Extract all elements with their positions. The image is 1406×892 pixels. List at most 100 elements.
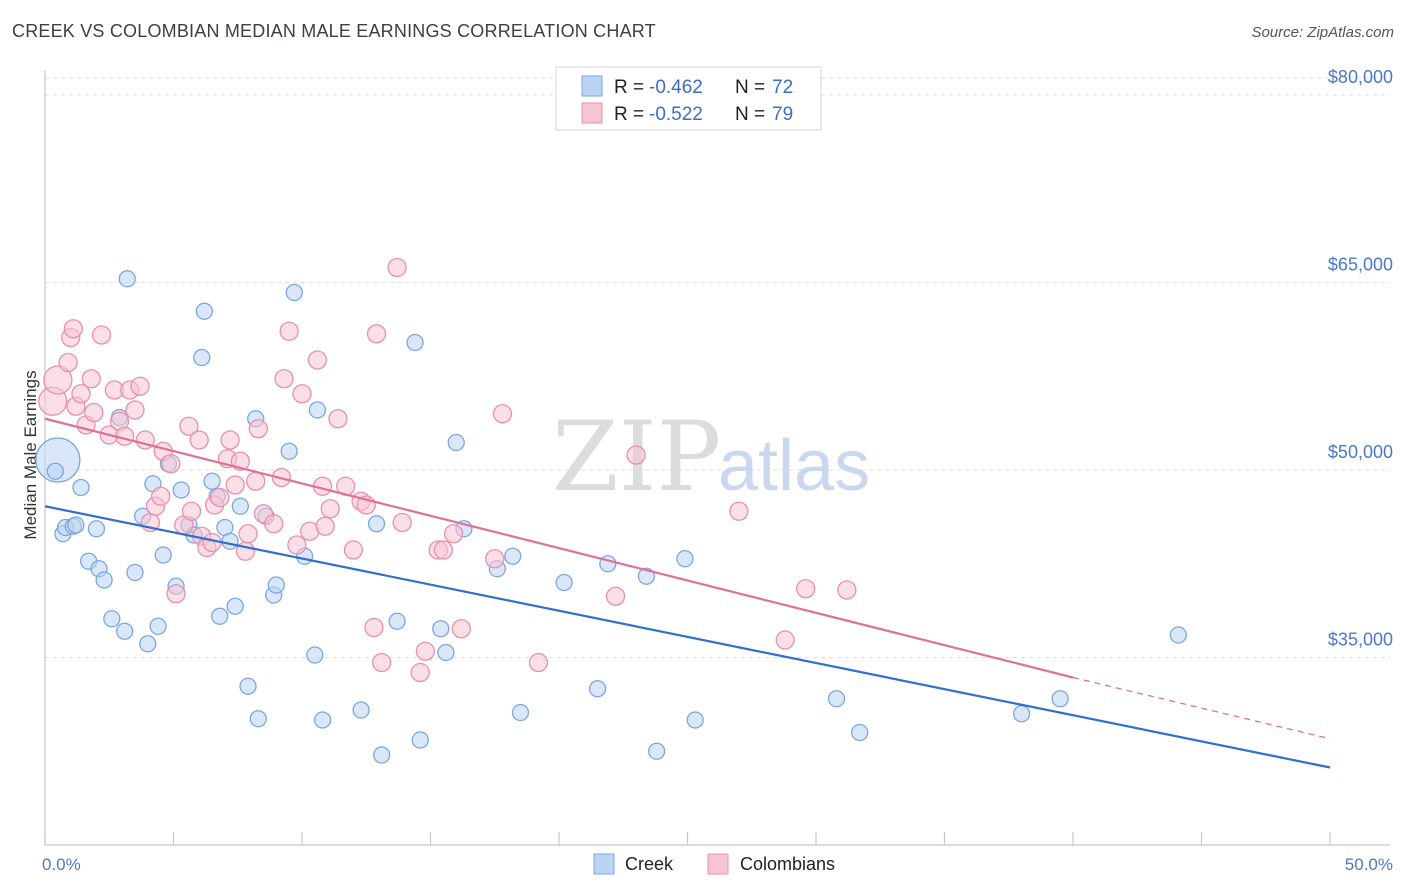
creek-point-19	[149, 617, 167, 635]
colombians-point-59	[364, 617, 384, 638]
creek-point-6	[72, 478, 90, 497]
colombians-point-63	[392, 512, 412, 533]
x-ticks	[44, 832, 1331, 845]
creek-point-52	[411, 731, 429, 749]
creek-point-66	[686, 711, 704, 729]
bottom-legend-colombians: Colombians	[740, 854, 835, 874]
colombians-point-56	[343, 540, 364, 560]
y-tick-label-65000: $65,000	[1328, 255, 1393, 275]
colombians-point-4	[63, 319, 83, 339]
legend-n-label-1: N =	[735, 77, 765, 98]
colombians-point-28	[189, 430, 209, 450]
creek-point-54	[437, 643, 455, 662]
creek-point-51	[406, 333, 424, 352]
colombians-point-69	[451, 619, 471, 639]
colombians-point-24	[166, 584, 186, 604]
creek-point-50	[388, 612, 406, 630]
colombians-regression-extension	[1072, 676, 1331, 740]
colombians-point-54	[328, 409, 348, 429]
creek-point-53	[432, 620, 450, 638]
creek-point-32	[221, 532, 239, 550]
creek-point-60	[555, 573, 573, 592]
colombians-point-26	[179, 416, 199, 436]
creek-point-44	[306, 646, 324, 664]
creek-point-10	[95, 571, 113, 589]
creek-point-34	[231, 497, 249, 515]
legend-n-value-1: 72	[772, 77, 793, 98]
creek-point-48	[367, 515, 386, 533]
colombians-point-68	[443, 524, 464, 544]
bottom-legend: Creek Colombians	[593, 853, 835, 875]
creek-point-8	[87, 520, 106, 538]
colombians-point-74	[626, 445, 646, 465]
regression-lines	[44, 417, 1331, 769]
legend-n-value-2: 79	[772, 104, 793, 125]
y-tick-label-35000: $35,000	[1328, 630, 1393, 650]
legend-r-value-1: -0.462	[649, 77, 703, 98]
colombians-point-21	[150, 486, 171, 506]
colombians-point-76	[775, 630, 795, 650]
legend-swatch-creek	[581, 75, 603, 97]
legend-n-label-2: N =	[735, 104, 765, 125]
creek-point-23	[172, 481, 190, 499]
creek-point-69	[1012, 705, 1031, 723]
colombians-point-17	[130, 376, 150, 396]
creek-points	[35, 270, 1188, 764]
colombians-point-72	[528, 652, 549, 673]
colombians-point-75	[729, 501, 749, 521]
creek-point-68	[851, 723, 869, 742]
creek-point-1	[46, 462, 64, 480]
creek-point-35	[239, 677, 257, 695]
colombians-point-65	[415, 641, 436, 661]
colombians-point-6	[71, 384, 91, 404]
creek-point-17	[139, 635, 157, 653]
colombians-point-35	[220, 430, 240, 450]
creek-point-67	[827, 690, 846, 708]
colombians-point-39	[238, 524, 258, 544]
bottom-legend-swatch-colombians	[707, 853, 729, 875]
creek-point-42	[285, 283, 303, 302]
creek-point-71	[1169, 626, 1188, 644]
colombians-point-64	[410, 662, 430, 683]
creek-regression-line	[44, 505, 1331, 769]
creek-point-30	[211, 607, 229, 625]
colombians-point-67	[433, 540, 454, 560]
colombians-point-62	[387, 257, 407, 278]
creek-point-64	[648, 742, 666, 760]
watermark-atlas: atlas	[718, 426, 870, 506]
colombians-point-50	[307, 350, 328, 370]
creek-point-59	[511, 703, 530, 722]
legend-r-label-2: R =	[614, 104, 644, 125]
colombians-point-78	[837, 580, 857, 600]
legend-r-value-2: -0.522	[649, 104, 703, 125]
y-tick-label-50000: $50,000	[1328, 442, 1393, 462]
creek-point-70	[1051, 690, 1069, 708]
colombians-point-1	[43, 365, 73, 395]
creek-point-27	[193, 348, 211, 367]
creek-point-47	[352, 701, 370, 719]
colombians-point-77	[796, 579, 816, 599]
creek-point-15	[126, 563, 144, 582]
colombians-regression-line	[44, 417, 1074, 679]
colombians-point-27	[181, 501, 202, 521]
source-label: Source: ZipAtlas.com	[1251, 24, 1394, 41]
legend-swatch-colombians	[581, 102, 603, 124]
colombians-point-33	[210, 487, 230, 508]
creek-point-40	[267, 576, 285, 594]
colombians-point-23	[161, 454, 181, 474]
colombians-point-52	[315, 516, 335, 536]
creek-point-13	[116, 622, 134, 640]
creek-point-14	[118, 270, 136, 288]
creek-point-46	[313, 711, 332, 729]
creek-point-33	[226, 597, 244, 615]
creek-point-20	[154, 546, 172, 564]
colombians-point-61	[372, 652, 392, 673]
colombians-point-73	[605, 586, 626, 606]
colombians-point-46	[279, 321, 299, 341]
grid-layer	[45, 77, 1390, 658]
colombians-point-9	[84, 402, 104, 423]
legend: R = -0.462 N = 72 R = -0.522 N = 79	[555, 66, 822, 131]
colombians-point-2	[58, 352, 78, 373]
chart-title: CREEK VS COLOMBIAN MEDIAN MALE EARNINGS …	[12, 21, 656, 41]
